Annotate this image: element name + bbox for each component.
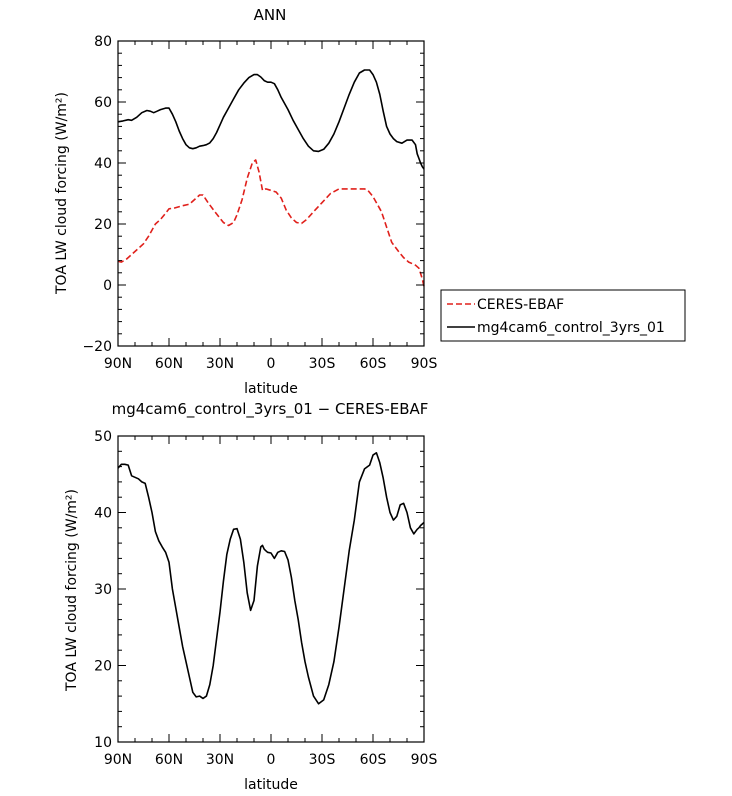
bottom-panel: mg4cam6_control_3yrs_01 − CERES-EBAF 90N… — [64, 400, 437, 793]
top-xlabel: latitude — [244, 381, 298, 397]
legend-label-ceres: CERES-EBAF — [477, 297, 564, 313]
y-tick-label: 40 — [94, 156, 112, 172]
x-tick-label: 90S — [411, 356, 438, 372]
y-tick-label: 40 — [94, 506, 112, 522]
legend-box — [440, 289, 686, 342]
series-line-difference — [117, 451, 425, 705]
y-tick-label: 60 — [94, 95, 112, 111]
x-tick-label: 60S — [360, 356, 387, 372]
bottom-ylabel: TOA LW cloud forcing (W/m²) — [64, 489, 80, 692]
top-title: ANN — [254, 6, 287, 24]
x-tick-label: 90N — [104, 752, 132, 768]
y-tick-label: 20 — [94, 217, 112, 233]
top-ylabel: TOA LW cloud forcing (W/m²) — [54, 92, 70, 295]
y-tick-label: −20 — [82, 339, 112, 355]
y-tick-label: 50 — [94, 429, 112, 445]
bottom-title: mg4cam6_control_3yrs_01 − CERES-EBAF — [112, 400, 429, 419]
x-tick-label: 90S — [411, 752, 438, 768]
bottom-xlabel: latitude — [244, 777, 298, 793]
x-tick-label: 30N — [206, 356, 234, 372]
y-tick-label: 10 — [94, 735, 112, 751]
y-tick-label: 0 — [103, 278, 112, 294]
x-tick-label: 60N — [155, 356, 183, 372]
x-tick-label: 60N — [155, 752, 183, 768]
y-tick-label: 80 — [94, 34, 112, 50]
x-tick-label: 30N — [206, 752, 234, 768]
top-panel: ANN 90N 60N 30N 0 30S 60S 90S −20 0 20 40 60 80 lati… — [54, 6, 437, 397]
series-line-mg4cam6-control-3yrs-01 — [117, 69, 425, 170]
legend-label-model: mg4cam6_control_3yrs_01 — [477, 320, 665, 336]
x-tick-label: 0 — [267, 752, 276, 768]
x-tick-label: 30S — [309, 356, 336, 372]
legend: CERES-EBAF mg4cam6_control_3yrs_01 — [440, 289, 686, 342]
y-tick-label: 30 — [94, 582, 112, 598]
y-tick-label: 20 — [94, 659, 112, 675]
x-tick-label: 30S — [309, 752, 336, 768]
bottom-plot-frame — [117, 435, 425, 743]
x-tick-label: 60S — [360, 752, 387, 768]
x-tick-label: 90N — [104, 356, 132, 372]
x-tick-label: 0 — [267, 356, 276, 372]
series-line-ceres-ebaf — [117, 159, 425, 287]
